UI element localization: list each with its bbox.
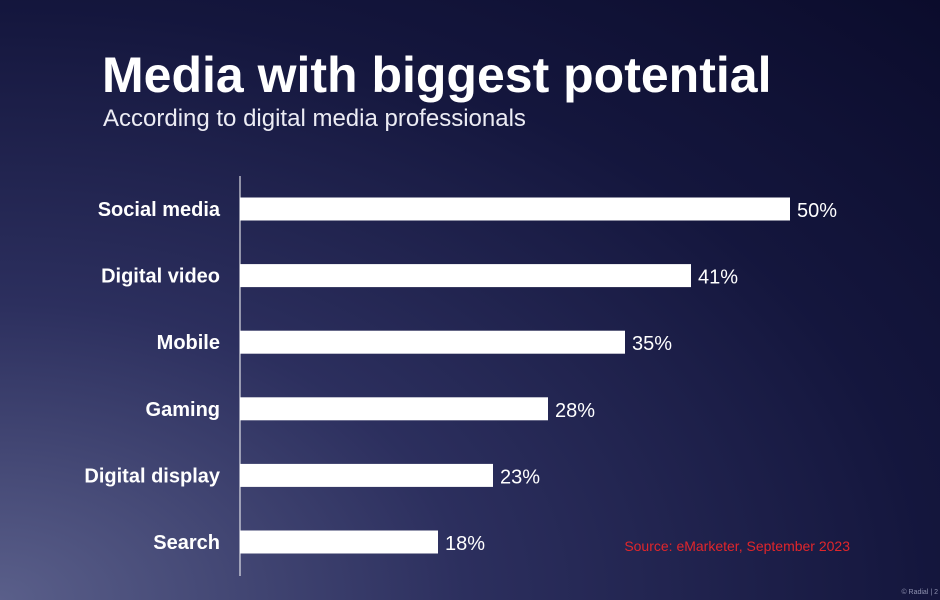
bar-digital-video: [240, 264, 691, 288]
category-label-social-media: Social media: [98, 199, 221, 221]
chart-subtitle: According to digital media professionals: [103, 105, 526, 132]
bar-digital-display: [240, 463, 493, 487]
category-label-mobile: Mobile: [157, 332, 220, 354]
value-label-gaming: 28%: [555, 400, 595, 422]
category-label-search: Search: [153, 532, 220, 554]
copyright-note: © Radial | 2: [901, 589, 938, 596]
category-label-digital-video: Digital video: [101, 266, 220, 288]
value-label-search: 18%: [445, 533, 485, 555]
category-label-digital-display: Digital display: [84, 465, 220, 487]
bar-gaming: [240, 397, 548, 421]
chart-title: Media with biggest potential: [102, 47, 772, 103]
value-label-digital-display: 23%: [500, 466, 540, 488]
bar-social-media: [240, 197, 790, 221]
value-label-mobile: 35%: [632, 333, 672, 355]
category-label-gaming: Gaming: [146, 399, 220, 421]
source-note: Source: eMarketer, September 2023: [624, 538, 850, 554]
bars-group: Social media 50% Digital video 41% Mobile 35%…: [84, 197, 837, 555]
value-label-social-media: 50%: [797, 200, 837, 222]
value-label-digital-video: 41%: [698, 267, 738, 289]
bar-search: [240, 530, 438, 554]
bar-mobile: [240, 330, 625, 354]
